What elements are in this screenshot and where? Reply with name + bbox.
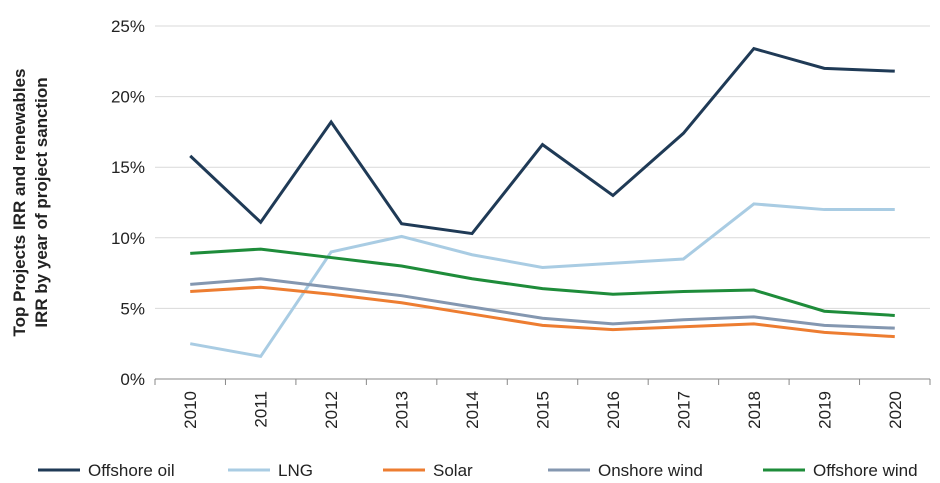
y-tick-label: 20% [111, 88, 145, 107]
x-tick-label: 2016 [604, 391, 623, 429]
legend-label: LNG [278, 461, 313, 480]
y-axis-label: IRR by year of project sanction [32, 77, 51, 327]
x-tick-label: 2012 [322, 391, 341, 429]
y-axis-label: Top Projects IRR and renewables [10, 69, 29, 337]
x-tick-label: 2015 [534, 391, 553, 429]
x-tick-label: 2020 [886, 391, 905, 429]
y-tick-label: 25% [111, 17, 145, 36]
x-tick-label: 2010 [181, 391, 200, 429]
y-tick-label: 15% [111, 158, 145, 177]
y-tick-label: 0% [120, 370, 145, 389]
series-line [190, 247, 895, 317]
y-tick-label: 10% [111, 229, 145, 248]
series-line [190, 285, 895, 339]
legend-label: Offshore oil [88, 461, 175, 480]
legend-label: Solar [433, 461, 473, 480]
series-line [189, 46, 895, 236]
legend-label: Offshore wind [813, 461, 918, 480]
x-tick-label: 2018 [745, 391, 764, 429]
series-line [189, 202, 895, 359]
x-tick-label: 2017 [674, 391, 693, 429]
x-tick-label: 2011 [252, 391, 271, 428]
legend-label: Onshore wind [598, 461, 703, 480]
x-tick-label: 2013 [393, 391, 412, 429]
x-tick-label: 2014 [463, 391, 482, 429]
x-tick-label: 2019 [815, 391, 834, 429]
series-line [190, 277, 895, 330]
y-tick-label: 5% [120, 299, 145, 318]
